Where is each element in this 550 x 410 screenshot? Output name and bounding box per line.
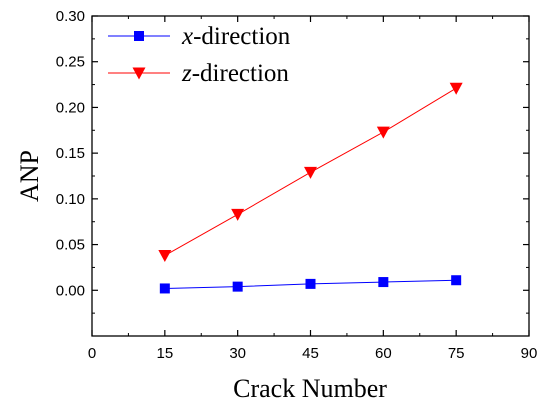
legend-item-z: z-direction [108,60,289,87]
y-tick-label: 0.25 [56,54,85,71]
data-point-x [451,275,462,286]
data-point-z [231,208,245,221]
data-point-x [378,277,389,288]
data-point-z [158,250,172,263]
legend-label: x-direction [181,23,291,50]
legend-marker [132,67,146,80]
series-z [158,82,463,263]
y-tick-label: 0.15 [56,145,85,162]
y-axis-title: ANP [15,150,44,202]
x-tick-label: 15 [156,345,173,362]
x-tick-label: 45 [302,345,319,362]
series-x [159,275,462,294]
x-tick-label: 90 [521,345,538,362]
legend-item-x: x-direction [108,23,291,50]
legend-label-suffix: -direction [192,60,290,87]
y-tick-label: 0.05 [56,237,85,254]
x-tick-label: 60 [375,345,392,362]
y-tick-label: 0.10 [56,191,85,208]
y-tick-label: 0.00 [56,282,85,299]
data-point-x [232,281,243,292]
data-point-x [305,278,316,289]
axis-ticks: 0 15 30 45 60 75 90 0.00 0.05 0.10 0.15 0.20 0.25 0.3… [56,8,538,362]
data-point-z [376,126,390,139]
legend-label: z-direction [181,60,289,87]
series-layer [158,82,463,294]
x-tick-label: 30 [229,345,246,362]
y-tick-label: 0.20 [56,99,85,116]
data-point-z [449,82,463,95]
data-point-x [159,283,170,294]
x-tick-label: 75 [448,345,465,362]
y-tick-label: 0.30 [56,8,85,25]
legend-marker [134,31,144,41]
x-axis-title: Crack Number [233,374,387,403]
x-tick-label: 0 [88,345,96,362]
data-point-z [304,166,317,179]
legend-label-variable: x [181,23,193,50]
legend-label-suffix: -direction [193,23,291,50]
legend-label-variable: z [181,60,192,87]
